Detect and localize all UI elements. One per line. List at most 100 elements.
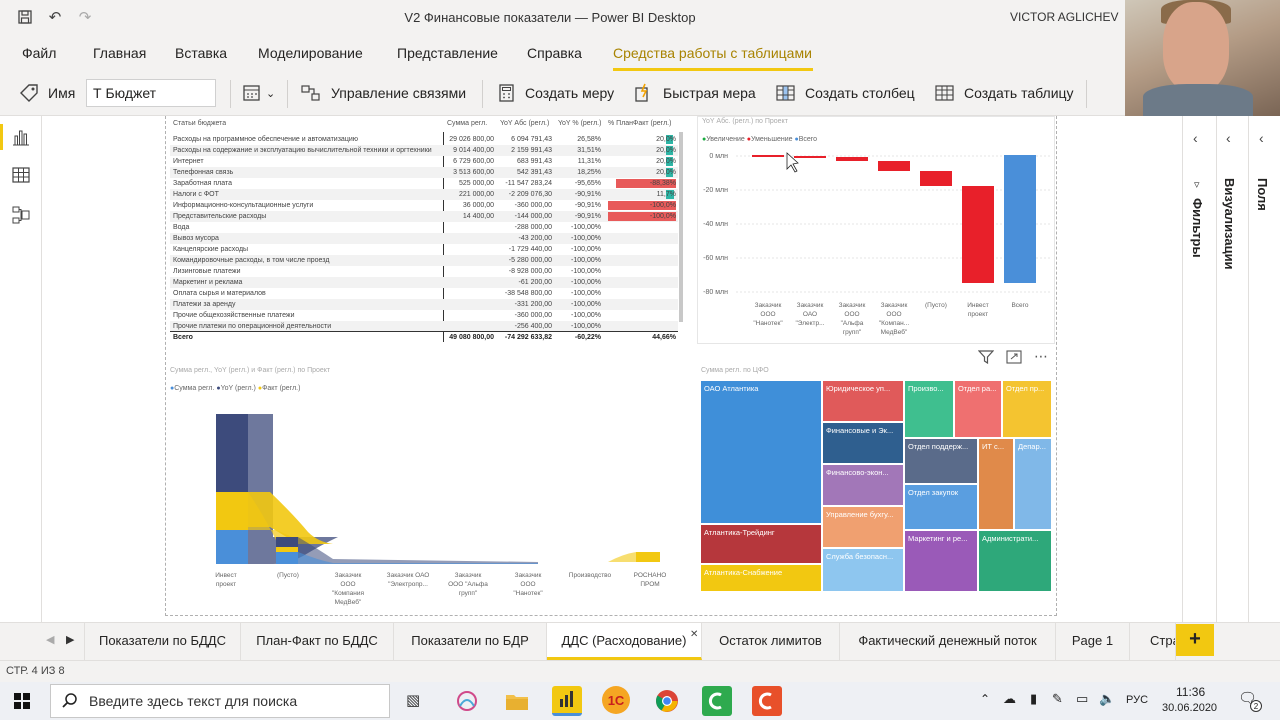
task-view-icon[interactable]: ▧ xyxy=(406,692,421,709)
chevron-down-icon[interactable]: ⌄ xyxy=(266,88,276,100)
new-measure-button[interactable]: Создать меру xyxy=(525,85,615,101)
table-row[interactable]: Телефонная связь 3 513 600,00 542 391,43 18… xyxy=(170,167,678,178)
redo-icon[interactable]: ↷ xyxy=(78,9,92,26)
focus-mode-icon[interactable] xyxy=(1006,350,1022,369)
table-scrollbar[interactable] xyxy=(679,132,683,322)
table-row[interactable]: Информационно-консультационные услуги 36 … xyxy=(170,200,678,211)
treemap-cell[interactable]: Отдел ра... xyxy=(954,380,1002,438)
windows-start-icon[interactable] xyxy=(14,693,30,709)
table-row[interactable]: Командировочные расходы, в том числе про… xyxy=(170,255,678,266)
camtasia-red-icon[interactable] xyxy=(752,686,782,716)
table-row[interactable]: Расходы на программное обеспечение и авт… xyxy=(170,134,678,145)
treemap-cell[interactable]: Служба безопасн... xyxy=(822,548,904,592)
volume-icon[interactable]: 🔈 xyxy=(1099,691,1116,706)
tab-dds-spending[interactable]: ДДС (Расходование) xyxy=(547,623,702,660)
header-sum[interactable]: Сумма регл. xyxy=(447,120,488,127)
report-view-icon[interactable] xyxy=(11,128,31,146)
treemap-cell[interactable]: Атлантика-Снабжение xyxy=(700,564,822,592)
treemap-cell[interactable]: Отдел пр... xyxy=(1002,380,1052,438)
1c-icon[interactable]: 1С xyxy=(602,686,630,714)
tab-actual-cash-flow[interactable]: Фактический денежный поток xyxy=(840,623,1056,660)
table-row[interactable]: Платежи за аренду -331 200,00 -100,00% xyxy=(170,299,678,310)
table-row[interactable]: Расходы на содержание и эксплуатацию выч… xyxy=(170,145,678,156)
undo-icon[interactable]: ↶ xyxy=(48,9,62,26)
table-row[interactable]: Лизинговые платежи -8 928 000,00 -100,00% xyxy=(170,266,678,277)
treemap-cell[interactable]: Отдел поддерж... xyxy=(904,438,978,484)
menu-insert[interactable]: Вставка xyxy=(175,45,228,61)
collapse-fields-icon[interactable]: ‹ xyxy=(1259,130,1264,146)
battery-icon[interactable]: ▮ xyxy=(1030,691,1038,706)
tab-bdds[interactable]: Показатели по БДДС xyxy=(84,623,241,660)
menu-help[interactable]: Справка xyxy=(527,45,582,61)
table-row[interactable]: Представительские расходы 14 400,00 -144 0… xyxy=(170,211,678,222)
cloud-icon[interactable]: ☁ xyxy=(1003,691,1016,706)
user-name[interactable]: VICTOR AGLICHEV xyxy=(1010,10,1119,24)
table-row[interactable]: Прочие общехозяйственные платежи -360 000… xyxy=(170,310,678,321)
treemap-cell[interactable]: Депар... xyxy=(1014,438,1052,530)
collapse-filters-icon[interactable]: ‹ xyxy=(1193,130,1198,146)
language-indicator[interactable]: РУС xyxy=(1126,694,1149,706)
waterfall-visual[interactable]: YoY Абс. (регл.) по Проект ●Увеличение ●… xyxy=(697,116,1055,344)
table-row[interactable]: Прочие платежи по операционной деятельно… xyxy=(170,321,678,332)
data-view-icon[interactable] xyxy=(11,166,31,184)
fields-pane-label[interactable]: Поля xyxy=(1255,178,1270,211)
table-row[interactable]: Вода -288 000,00 -100,00% xyxy=(170,222,678,233)
treemap-cell[interactable]: Управление бухгу... xyxy=(822,506,904,548)
model-view-icon[interactable] xyxy=(11,206,31,224)
tab-page-1[interactable]: Page 1 xyxy=(1056,623,1130,660)
menu-table-tools[interactable]: Средства работы с таблицами xyxy=(613,45,812,61)
tray-chevron-icon[interactable]: ⌃ xyxy=(980,692,991,706)
tabs-prev-icon[interactable]: ◀ xyxy=(46,634,55,646)
tab-limit-balance[interactable]: Остаток лимитов xyxy=(702,623,840,660)
treemap-cell[interactable]: Юридическое уп... xyxy=(822,380,904,422)
header-yoy-abs[interactable]: YoY Абс (регл.) xyxy=(500,120,550,127)
treemap-cell[interactable]: ОАО Атлантика xyxy=(700,380,822,524)
collapse-visualizations-icon[interactable]: ‹ xyxy=(1226,130,1231,146)
table-row[interactable]: Вывоз мусора -43 200,00 -100,00% xyxy=(170,233,678,244)
treemap-cell[interactable]: Финансово-экон... xyxy=(822,464,904,506)
pen-icon[interactable]: ✎ xyxy=(1052,691,1063,706)
tab-bdr[interactable]: Показатели по БДР xyxy=(394,623,547,660)
clock-time[interactable]: 11:36 xyxy=(1176,685,1206,699)
file-explorer-icon[interactable] xyxy=(502,686,532,716)
treemap-cell[interactable]: ИТ с... xyxy=(978,438,1014,530)
table-name-input[interactable]: Т Бюджет xyxy=(86,79,216,107)
treemap-cell[interactable]: Отдел закупок xyxy=(904,484,978,530)
header-plan-fact[interactable]: % ПланФакт (регл.) xyxy=(608,120,672,127)
treemap-cell[interactable]: Атлантика-Трейдинг xyxy=(700,524,822,564)
treemap-cell[interactable]: Маркетинг и ре... xyxy=(904,530,978,592)
treemap-cell[interactable]: Администрати... xyxy=(978,530,1052,592)
table-row[interactable]: Канцелярские расходы -1 729 440,00 -100,00… xyxy=(170,244,678,255)
clock-date[interactable]: 30.06.2020 xyxy=(1162,702,1218,714)
menu-view[interactable]: Представление xyxy=(397,45,498,61)
filters-pane-label[interactable]: Фильтры xyxy=(1190,198,1205,258)
power-bi-icon[interactable] xyxy=(552,686,582,716)
ribbon-chart-visual[interactable]: Сумма регл., YoY (регл.) и Факт (регл.) … xyxy=(168,364,688,614)
close-tab-icon[interactable]: ✕ xyxy=(690,629,699,640)
filter-icon[interactable] xyxy=(977,350,995,367)
tab-more[interactable]: Стра xyxy=(1130,623,1176,660)
tab-plan-fact-bdds[interactable]: План-Факт по БДДС xyxy=(241,623,394,660)
new-table-button[interactable]: Создать таблицу xyxy=(964,85,1074,101)
tabs-next-icon[interactable]: ▶ xyxy=(66,634,75,646)
table-row[interactable]: Оплата сырья и материалов -38 548 800,00 -… xyxy=(170,288,678,299)
manage-relations-button[interactable]: Управление связями xyxy=(331,85,467,101)
taskbar-search-input[interactable]: Введите здесь текст для поиска xyxy=(50,684,390,718)
treemap-cell[interactable]: Произво... xyxy=(904,380,954,438)
header-items[interactable]: Статьи бюджета xyxy=(173,120,227,127)
table-row[interactable]: Налоги с ФОТ 221 000,00 -2 209 076,30 -90,9… xyxy=(170,189,678,200)
table-row[interactable]: Заработная плата 525 000,00 -11 547 283,24… xyxy=(170,178,678,189)
new-column-button[interactable]: Создать столбец xyxy=(805,85,915,101)
camtasia-green-icon[interactable] xyxy=(702,686,732,716)
app-snipping-icon[interactable] xyxy=(452,686,482,716)
table-row[interactable]: Маркетинг и реклама -61 200,00 -100,00% xyxy=(170,277,678,288)
table-row[interactable]: Интернет 6 729 600,00 683 991,43 11,31% 20,0… xyxy=(170,156,678,167)
menu-modeling[interactable]: Моделирование xyxy=(258,45,363,61)
visualizations-pane-label[interactable]: Визуализации xyxy=(1222,178,1237,270)
save-icon[interactable] xyxy=(16,9,34,27)
chrome-icon[interactable] xyxy=(652,686,682,716)
budget-table-visual[interactable]: Статьи бюджета Сумма регл. YoY Абс (регл… xyxy=(170,118,685,346)
add-page-button[interactable]: + xyxy=(1176,624,1214,656)
header-yoy-pct[interactable]: YoY % (регл.) xyxy=(558,120,602,127)
more-options-icon[interactable]: ⋯ xyxy=(1034,348,1049,364)
